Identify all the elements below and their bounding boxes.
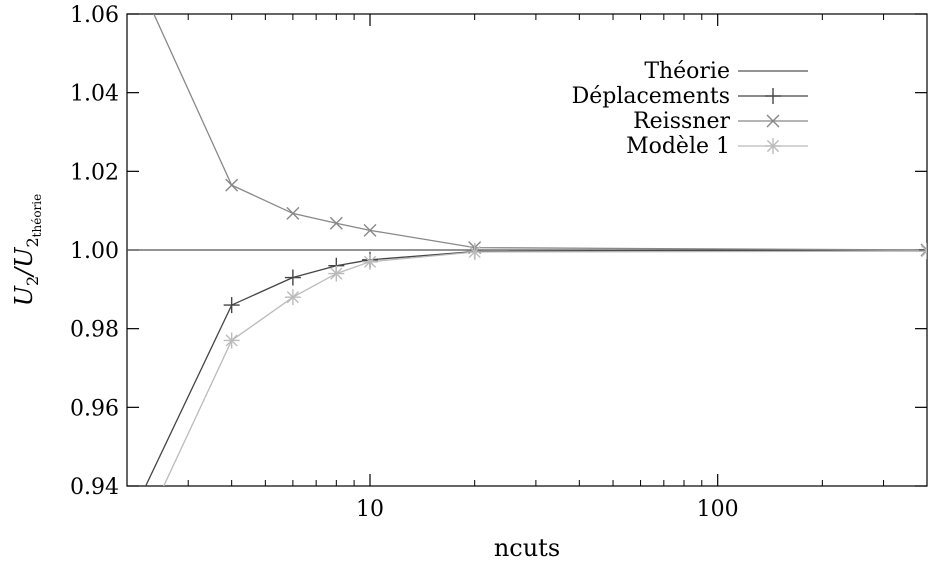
markers-layer — [119, 178, 927, 563]
marker-plus — [223, 297, 240, 314]
y-tick-label: 1.02 — [70, 160, 119, 185]
y-axis-title-main: U — [10, 285, 38, 306]
marker-cross — [225, 178, 239, 192]
marker-plus — [284, 269, 301, 286]
marker-star — [466, 243, 483, 260]
marker-star — [223, 332, 240, 349]
legend-label: Déplacements — [572, 84, 730, 109]
y-tick-label: 1.06 — [70, 3, 119, 28]
y-axis-title-mid: /U — [10, 247, 38, 278]
series-line-2 — [153, 14, 927, 251]
series-line-1 — [144, 249, 927, 486]
y-tick-label: 1.00 — [70, 239, 119, 264]
x-tick-label: 10 — [356, 497, 384, 522]
marker-star — [919, 243, 927, 260]
marker-cross — [363, 223, 377, 237]
marker-cross — [286, 206, 300, 220]
x-tick-label: 100 — [697, 497, 739, 522]
marker-star — [119, 557, 135, 563]
y-tick-label: 0.94 — [70, 475, 119, 500]
y-axis-title-sub2: 2 — [23, 237, 42, 247]
legend-label: Reissner — [633, 109, 730, 134]
y-axis-title-sub1: 2 — [23, 276, 42, 286]
ticks-layer: 0.94 0.96 0.98 1.00 1.02 1.04 1.06 10 100 — [70, 3, 927, 522]
marker-cross — [329, 216, 343, 230]
marker-plus — [919, 242, 927, 258]
y-axis-title: U2/U2théorie — [10, 194, 44, 306]
marker-star — [362, 253, 379, 270]
series-layer — [127, 14, 927, 486]
marker-cross — [766, 114, 780, 128]
y-axis-title-sub3: théorie — [30, 194, 44, 238]
marker-plus — [119, 517, 135, 533]
y-tick-label: 0.96 — [70, 396, 119, 421]
marker-plus — [765, 88, 781, 104]
legend-label: Modèle 1 — [626, 134, 730, 159]
marker-star — [284, 289, 301, 306]
marker-star — [765, 138, 781, 154]
marker-cross — [920, 243, 927, 257]
marker-star — [328, 265, 345, 282]
y-tick-label: 1.04 — [70, 82, 119, 107]
y-tick-label: 0.98 — [70, 318, 119, 343]
x-axis-title: ncuts — [494, 534, 560, 562]
legend-label: Théorie — [644, 59, 730, 84]
